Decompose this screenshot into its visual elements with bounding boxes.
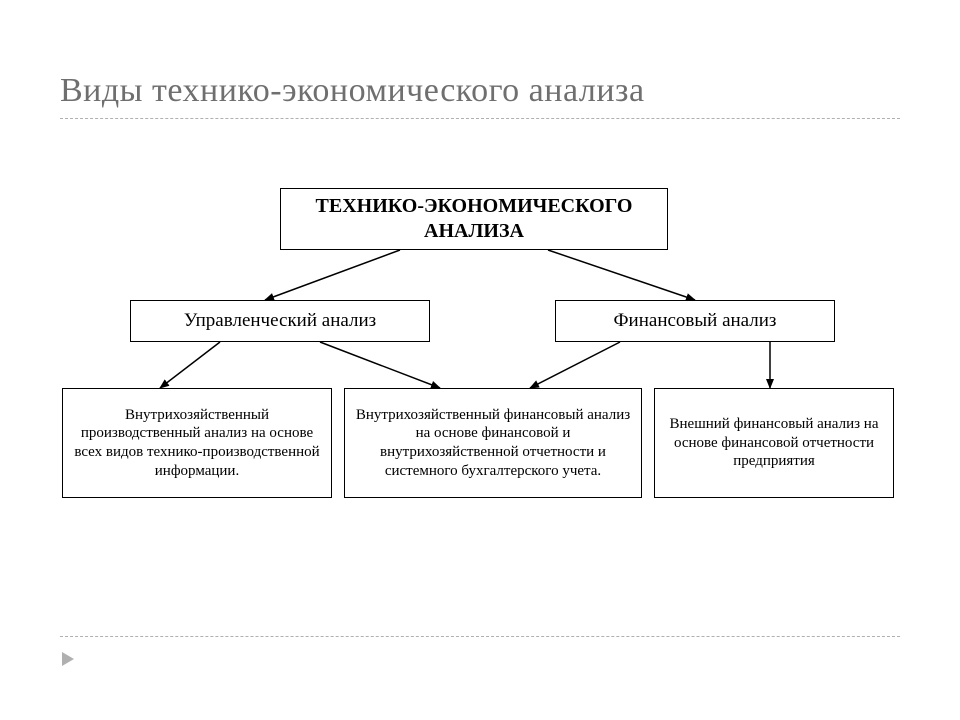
node-right: Финансовый анализ xyxy=(555,300,835,342)
node-leaf3-label: Внешний финансовый анализ на основе фина… xyxy=(665,415,883,471)
slide: Виды технико-экономического анализа ТЕХН… xyxy=(0,0,960,720)
node-root-label: ТЕХНИКО-ЭКОНОМИЧЕСКОГО АНАЛИЗА xyxy=(291,194,657,244)
node-right-label: Финансовый анализ xyxy=(614,309,777,333)
node-left-label: Управленческий анализ xyxy=(184,309,376,333)
node-leaf2: Внутрихозяйственный финансовый анализ на… xyxy=(344,388,642,498)
footer-arrow-icon xyxy=(60,650,78,668)
node-leaf1-label: Внутрихозяйственный производственный ана… xyxy=(73,406,321,481)
node-root: ТЕХНИКО-ЭКОНОМИЧЕСКОГО АНАЛИЗА xyxy=(280,188,668,250)
diagram-connectors xyxy=(0,0,960,720)
node-leaf1: Внутрихозяйственный производственный ана… xyxy=(62,388,332,498)
node-leaf2-label: Внутрихозяйственный финансовый анализ на… xyxy=(355,406,631,481)
node-left: Управленческий анализ xyxy=(130,300,430,342)
node-leaf3: Внешний финансовый анализ на основе фина… xyxy=(654,388,894,498)
